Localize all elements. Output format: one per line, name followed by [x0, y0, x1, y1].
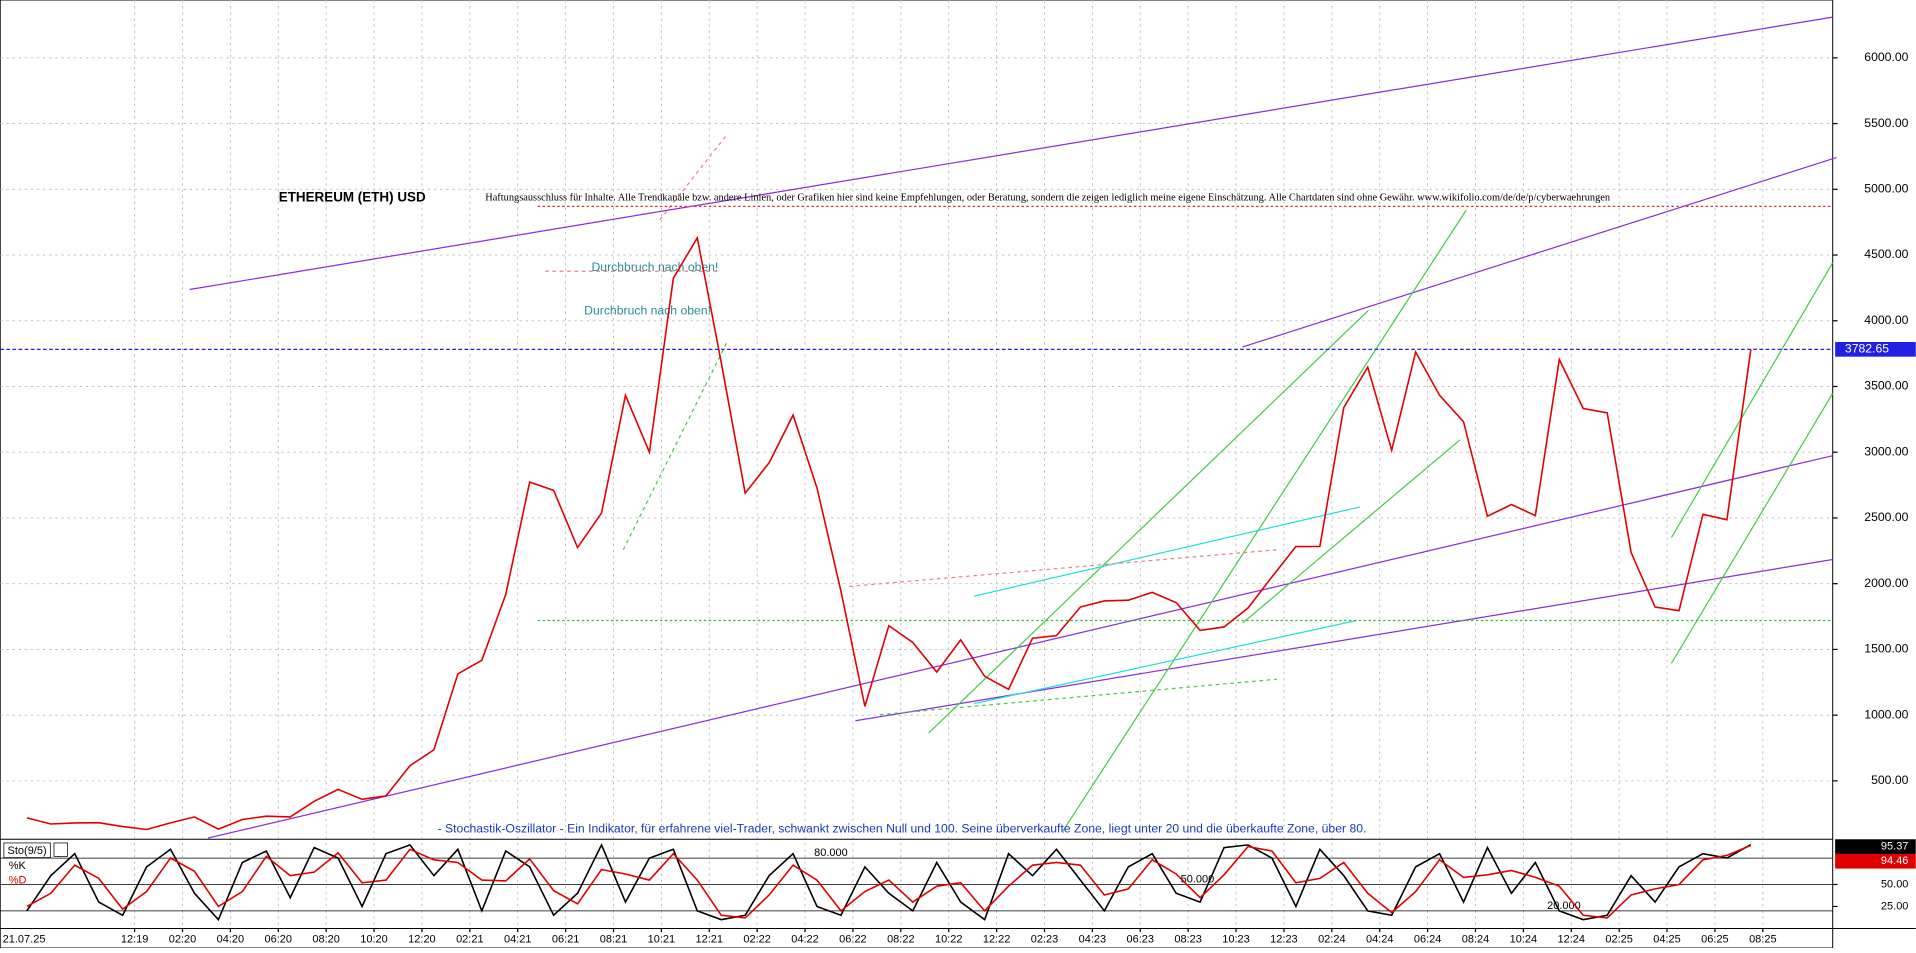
legend-k: %K	[9, 860, 27, 872]
x-tick-label: 10:21	[648, 933, 676, 945]
trendline	[1670, 393, 1834, 664]
x-tick-label: 08:24	[1462, 933, 1489, 945]
value-label-box	[1835, 839, 1916, 854]
trendline	[879, 678, 1277, 716]
x-tick-label: 06:25	[1701, 933, 1728, 945]
price-label: 3782.65	[1845, 342, 1889, 356]
trendline	[973, 620, 1357, 705]
x-tick-label: 12:23	[1270, 933, 1298, 945]
x-tick-label: 08:20	[312, 933, 340, 945]
x-tick-label: 08:25	[1749, 933, 1776, 945]
value-label: 94.46	[1881, 855, 1908, 867]
indicator-title: Sto(9/5)	[8, 845, 47, 857]
trendline	[928, 309, 1369, 734]
x-tick-label: 12:20	[408, 933, 436, 945]
x-tick-label: 12:19	[121, 933, 149, 945]
y-tick-label: 5500.00	[1864, 116, 1908, 130]
x-tick-label: 10:20	[360, 933, 388, 945]
x-tick-label: 04:21	[504, 933, 532, 945]
x-tick-label: 02:23	[1031, 933, 1059, 945]
series-line	[26, 842, 1752, 922]
y-tick-label: 5000.00	[1864, 182, 1908, 196]
level-label: 80.000	[814, 847, 848, 859]
x-tick-label: 04:20	[217, 933, 244, 945]
y-tick-label: 1000.00	[1864, 707, 1908, 721]
trendline	[1062, 209, 1467, 832]
trendline	[207, 455, 1833, 839]
trendline	[189, 16, 1833, 291]
x-start-label: 21.07.25	[3, 933, 46, 945]
x-tick-label: 10:23	[1222, 933, 1250, 945]
trendline	[659, 134, 728, 221]
y-tick-label: 3500.00	[1864, 379, 1908, 393]
disclaimer: Haftungsausschluss für Inhalte. Alle Tre…	[485, 192, 1611, 203]
x-tick-label: 08:23	[1174, 933, 1202, 945]
trendline	[622, 341, 728, 551]
x-tick-label: 08:21	[600, 933, 628, 945]
y-tick-label: 2000.00	[1864, 576, 1908, 590]
x-tick-label: 06:22	[839, 933, 867, 945]
trendline	[849, 549, 1277, 588]
x-tick-label: 08:22	[887, 933, 915, 945]
x-tick-label: 06:20	[265, 933, 292, 945]
trendline	[1670, 262, 1834, 538]
trendline	[973, 506, 1361, 597]
trendlines	[189, 16, 1837, 839]
x-tick-label: 12:24	[1558, 933, 1586, 945]
value-label: 95.37	[1881, 841, 1908, 853]
y-tick-label: 4500.00	[1864, 247, 1908, 261]
indicator-toggle[interactable]	[53, 842, 68, 857]
annotation: - Stochastik-Oszillator - Ein Indikator,…	[438, 822, 1367, 836]
x-tick-label: 04:22	[791, 933, 819, 945]
x-tick-label: 02:25	[1605, 933, 1633, 945]
x-tick-label: 06:21	[552, 933, 580, 945]
price-label-box	[1835, 342, 1916, 357]
y-tick-label: 25.00	[1881, 900, 1908, 912]
x-tick-label: 10:24	[1510, 933, 1537, 945]
y-tick-label: 3000.00	[1864, 444, 1908, 458]
annotation: Durchbruch nach oben!	[592, 260, 719, 274]
y-tick-label: 6000.00	[1864, 50, 1908, 64]
series-line	[26, 235, 1752, 831]
chart-title: ETHEREUM (ETH) USD	[279, 189, 426, 204]
x-tick-label: 02:24	[1318, 933, 1345, 945]
value-label-box	[1835, 853, 1916, 869]
x-tick-label: 02:22	[743, 933, 771, 945]
x-tick-label: 12:21	[696, 933, 724, 945]
annotation: Durchbruch nach oben!	[584, 304, 711, 318]
x-tick-label: 04:23	[1079, 933, 1107, 945]
x-tick-label: 06:23	[1127, 933, 1155, 945]
x-tick-label: 06:24	[1414, 933, 1441, 945]
x-tick-label: 04:24	[1366, 933, 1393, 945]
y-tick-label: 1500.00	[1864, 642, 1908, 656]
y-tick-label: 2500.00	[1864, 510, 1908, 524]
y-tick-label: 4000.00	[1864, 313, 1908, 327]
trendline	[1242, 439, 1461, 624]
y-tick-label: 50.00	[1881, 878, 1908, 890]
trendline	[1242, 157, 1837, 348]
x-tick-label: 10:22	[935, 933, 963, 945]
indicator-box	[3, 842, 51, 858]
series-line	[26, 844, 1752, 919]
legend-d: %D	[9, 875, 27, 887]
plot-frame	[0, 0, 1834, 949]
x-tick-label: 02:20	[169, 933, 196, 945]
x-tick-label: 02:21	[456, 933, 484, 945]
x-tick-label: 04:25	[1653, 933, 1680, 945]
x-tick-label: 12:22	[983, 933, 1011, 945]
y-tick-label: 500.00	[1871, 773, 1909, 787]
level-label: 50.000	[1181, 873, 1215, 885]
